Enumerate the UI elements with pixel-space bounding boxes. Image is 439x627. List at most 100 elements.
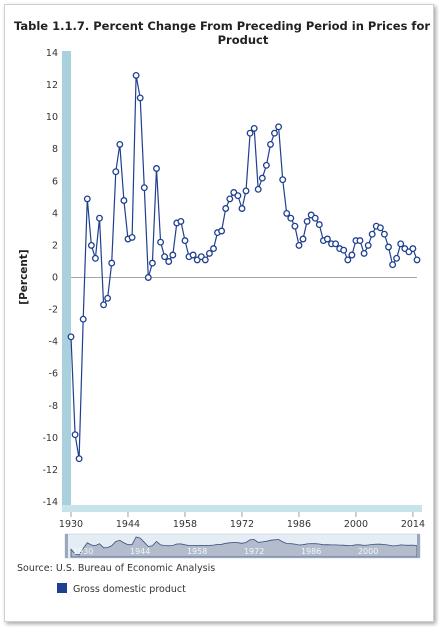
data-point-1939[interactable] [104,294,112,302]
data-point-1932[interactable] [75,455,83,463]
data-point-1993[interactable] [323,235,331,243]
data-point-1976[interactable] [254,185,262,193]
navigator-tick-label: 1986 [301,547,321,556]
data-point-1969[interactable] [226,195,234,203]
data-point-1951[interactable] [153,165,160,172]
legend-label[interactable]: Gross domestic product [73,584,186,595]
chart-svg: Table 1.1.7. Percent Change From Precedi… [14,19,433,595]
data-point-1935[interactable] [87,241,95,249]
data-point-2004[interactable] [368,230,376,238]
chart-title-line2: Product [218,33,269,47]
data-point-1984[interactable] [287,214,295,222]
source-text: Source: U.S. Bureau of Economic Analysis [17,563,215,574]
x-tick-label: 1944 [116,519,140,530]
data-point-1937[interactable] [96,214,103,222]
data-point-2015[interactable] [413,256,421,264]
data-point-1974[interactable] [246,129,254,137]
data-point-1980[interactable] [271,129,278,137]
data-point-1999[interactable] [348,251,356,259]
data-point-1948[interactable] [140,184,148,192]
data-point-2008[interactable] [385,243,392,251]
series-line [70,75,418,459]
data-point-1997[interactable] [340,246,348,254]
navigator-tick-labels: 1930 1944 1958 1972 1986 2000 [73,547,378,556]
data-point-1945[interactable] [128,233,136,241]
data-point-1973[interactable] [242,187,250,195]
data-point-1967[interactable] [218,227,226,235]
navigator-tick-label: 1972 [244,547,264,556]
navigator-handle-right[interactable] [417,534,420,558]
data-point-1954[interactable] [165,258,173,265]
legend-swatch[interactable] [57,583,67,593]
data-point-1946[interactable] [132,71,140,79]
data-point-1981[interactable] [275,123,283,131]
navigator-handle-left[interactable] [65,534,68,558]
data-point-2003[interactable] [364,241,372,249]
data-point-2001[interactable] [356,237,364,245]
data-point-1955[interactable] [169,251,177,259]
x-tick-label: 1930 [59,519,83,530]
x-tick-label: 2000 [344,519,368,530]
data-point-2009[interactable] [389,261,397,269]
data-point-1931[interactable] [71,431,79,439]
data-point-1933[interactable] [79,315,87,323]
x-tick-label: 1958 [173,519,197,530]
accent-bar [62,51,71,505]
data-point-1963[interactable] [201,256,209,264]
data-point-1938[interactable] [100,301,108,309]
y-tick-label: -2 [49,305,58,316]
data-point-1949[interactable] [144,274,152,281]
data-point-1941[interactable] [112,168,120,176]
data-point-1972[interactable] [238,205,246,212]
x-tick-label: 1986 [287,519,311,530]
data-point-1930[interactable] [67,333,75,341]
data-point-1964[interactable] [205,249,213,257]
data-point-1936[interactable] [91,254,99,262]
x-tick-label: 1972 [230,519,254,530]
data-point-1998[interactable] [344,256,352,264]
data-point-1988[interactable] [303,217,311,225]
data-point-1982[interactable] [279,176,287,184]
data-point-1986[interactable] [295,241,303,249]
data-point-2006[interactable] [376,224,384,232]
y-tick-label: -4 [49,337,58,348]
data-point-1983[interactable] [283,209,291,217]
data-point-1971[interactable] [234,192,242,200]
data-point-2007[interactable] [380,230,388,238]
data-point-1953[interactable] [161,253,169,261]
data-point-1952[interactable] [157,238,165,246]
data-point-2010[interactable] [393,254,401,262]
data-point-1950[interactable] [148,259,156,267]
data-point-2014[interactable] [409,245,417,253]
y-axis-title: [Percent] [18,249,30,304]
data-point-1978[interactable] [262,161,270,169]
data-point-1995[interactable] [332,240,340,248]
data-point-1968[interactable] [222,205,230,212]
data-point-1940[interactable] [108,259,116,267]
data-point-2002[interactable] [360,249,368,257]
data-point-1987[interactable] [299,235,307,243]
data-point-1975[interactable] [250,124,258,132]
x-tick-label: 2014 [401,519,425,530]
data-point-1958[interactable] [181,237,189,245]
y-tick-label: -12 [42,465,58,476]
data-point-1965[interactable] [210,245,217,253]
y-tick-label: 10 [46,112,58,123]
bottom-accent-bar [62,505,422,512]
data-point-1990[interactable] [311,214,319,222]
y-tick-label: 4 [52,208,58,219]
data-point-1943[interactable] [120,197,128,204]
data-point-1942[interactable] [116,140,124,148]
navigator-tick-label: 2000 [358,547,378,556]
data-point-2011[interactable] [397,240,405,248]
data-point-1985[interactable] [291,222,299,230]
y-tick-label: -10 [42,433,58,444]
data-point-1947[interactable] [136,94,144,102]
data-point-1979[interactable] [267,140,274,148]
navigator-tick-label: 1944 [130,547,150,556]
data-point-1977[interactable] [258,174,266,182]
data-point-1991[interactable] [315,221,323,229]
data-point-1960[interactable] [189,251,197,259]
data-point-1934[interactable] [83,195,91,203]
data-point-1957[interactable] [177,217,185,225]
